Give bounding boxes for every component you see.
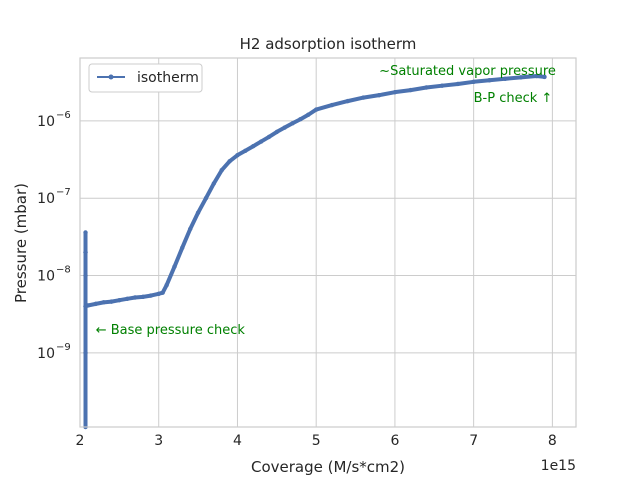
series-layer: [83, 73, 547, 430]
annotation-label: B-P check ↑: [474, 91, 553, 106]
annotation-label: ~Saturated vapor pressure: [379, 64, 556, 79]
data-point: [266, 134, 272, 140]
data-point: [83, 273, 88, 278]
y-tick-exponent: −8: [56, 265, 71, 276]
plot-frame: [79, 57, 577, 428]
data-point: [258, 139, 264, 144]
x-tick-label: 7: [469, 433, 478, 449]
legend-marker: [108, 74, 114, 80]
data-point: [376, 92, 382, 98]
x-offset-label: 1e15: [541, 458, 576, 474]
data-point: [502, 76, 508, 81]
data-point: [313, 107, 319, 112]
data-point: [83, 230, 88, 235]
data-point: [195, 210, 201, 215]
data-point: [93, 301, 98, 307]
x-tick-label: 4: [233, 433, 242, 449]
data-point: [329, 102, 335, 108]
data-point: [439, 83, 445, 88]
data-point: [211, 181, 217, 186]
legend: isotherm: [88, 63, 203, 93]
y-tick-label: 10: [37, 346, 55, 362]
data-point: [345, 98, 350, 104]
y-tick-label: 10: [37, 191, 55, 207]
y-tick-label: 10: [37, 114, 55, 130]
data-point: [408, 87, 413, 93]
data-point: [290, 121, 295, 126]
data-point: [471, 79, 476, 85]
data-point: [160, 290, 165, 295]
data-point: [361, 95, 366, 100]
data-point: [117, 297, 122, 303]
data-point: [125, 296, 130, 302]
data-point: [83, 250, 88, 255]
data-point: [251, 144, 256, 149]
annotation-label: ← Base pressure check: [96, 323, 246, 338]
data-point: [487, 78, 492, 83]
data-point: [156, 291, 161, 297]
annotations: ~Saturated vapor pressure B-P check ↑ ← Ba…: [96, 64, 556, 338]
x-tick-label: 2: [76, 433, 85, 449]
chart-title: H2 adsorption isotherm: [240, 35, 417, 53]
y-grid: [80, 120, 576, 354]
x-tick-labels: 2 3 4 5 6 7 8: [76, 433, 557, 449]
data-point: [534, 73, 539, 79]
data-point: [180, 245, 185, 250]
data-point: [172, 264, 177, 269]
data-point: [542, 74, 547, 80]
x-tick-label: 3: [154, 433, 163, 449]
data-point: [455, 81, 461, 87]
data-point: [132, 295, 138, 300]
data-point: [188, 226, 193, 232]
data-point: [164, 282, 169, 288]
x-tick-label: 6: [390, 433, 399, 449]
data-point: [424, 85, 429, 90]
data-point: [274, 129, 280, 135]
legend-label: isotherm: [137, 70, 199, 86]
data-point: [140, 294, 146, 300]
plot-area: [80, 58, 576, 427]
data-point: [306, 112, 311, 117]
data-point: [518, 75, 524, 80]
x-grid: [79, 58, 553, 427]
data-point: [148, 293, 154, 298]
y-tick-exponent: −9: [56, 342, 71, 353]
data-point: [101, 300, 106, 305]
data-point: [298, 117, 303, 122]
x-axis-label: Coverage (M/s*cm2): [251, 458, 405, 476]
data-point: [243, 148, 248, 154]
data-point: [227, 159, 232, 164]
data-point: [83, 350, 88, 356]
y-axis-label: Pressure (mbar): [12, 183, 30, 303]
y-tick-label: 10: [37, 269, 55, 285]
x-tick-label: 5: [312, 433, 321, 449]
data-point: [282, 125, 287, 130]
data-point: [85, 303, 91, 308]
y-tick-labels: 10−910−810−710−6: [37, 110, 71, 362]
y-tick-exponent: −7: [56, 187, 71, 198]
data-point: [109, 299, 114, 304]
data-point: [392, 89, 398, 95]
legend-box: [88, 63, 203, 93]
data-point: [235, 152, 240, 158]
y-tick-exponent: −6: [56, 110, 71, 121]
x-tick-label: 8: [548, 433, 557, 449]
data-point: [203, 195, 209, 201]
data-point: [219, 168, 224, 173]
